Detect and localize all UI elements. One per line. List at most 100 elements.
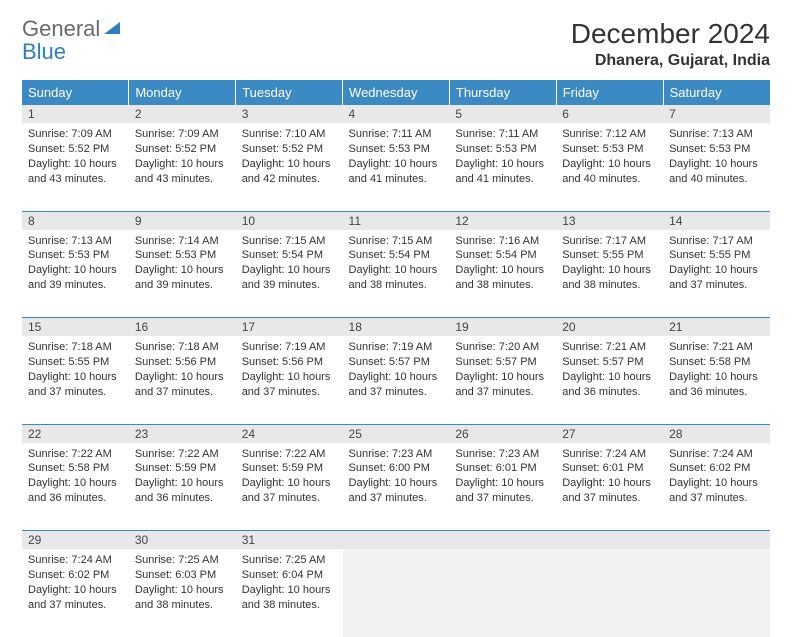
day-cell: Sunrise: 7:25 AMSunset: 6:04 PMDaylight:… xyxy=(236,549,343,637)
sunset-text: Sunset: 5:54 PM xyxy=(349,248,444,263)
daylight-text: Daylight: 10 hours and 38 minutes. xyxy=(349,263,444,293)
day-cell: Sunrise: 7:09 AMSunset: 5:52 PMDaylight:… xyxy=(22,123,129,211)
sunrise-text: Sunrise: 7:13 AM xyxy=(28,234,123,249)
day-cell-content: Sunrise: 7:21 AMSunset: 5:57 PMDaylight:… xyxy=(556,336,663,405)
day-number-cell: 22 xyxy=(22,424,129,443)
sunrise-text: Sunrise: 7:20 AM xyxy=(455,340,550,355)
sunset-text: Sunset: 5:57 PM xyxy=(562,355,657,370)
sunrise-text: Sunrise: 7:23 AM xyxy=(349,447,444,462)
day-header: Sunday xyxy=(22,80,129,105)
daylight-text: Daylight: 10 hours and 36 minutes. xyxy=(135,476,230,506)
day-header: Thursday xyxy=(449,80,556,105)
day-cell: Sunrise: 7:18 AMSunset: 5:55 PMDaylight:… xyxy=(22,336,129,424)
sunset-text: Sunset: 5:58 PM xyxy=(669,355,764,370)
sunrise-text: Sunrise: 7:24 AM xyxy=(28,553,123,568)
day-cell: Sunrise: 7:10 AMSunset: 5:52 PMDaylight:… xyxy=(236,123,343,211)
daylight-text: Daylight: 10 hours and 41 minutes. xyxy=(349,157,444,187)
daylight-text: Daylight: 10 hours and 37 minutes. xyxy=(669,263,764,293)
day-number-row: 22232425262728 xyxy=(22,424,770,443)
day-cell: Sunrise: 7:21 AMSunset: 5:57 PMDaylight:… xyxy=(556,336,663,424)
daylight-text: Daylight: 10 hours and 39 minutes. xyxy=(242,263,337,293)
day-number-cell xyxy=(556,531,663,550)
day-cell: Sunrise: 7:15 AMSunset: 5:54 PMDaylight:… xyxy=(236,230,343,318)
day-cell-content: Sunrise: 7:17 AMSunset: 5:55 PMDaylight:… xyxy=(556,230,663,299)
day-cell-content: Sunrise: 7:20 AMSunset: 5:57 PMDaylight:… xyxy=(449,336,556,405)
sunset-text: Sunset: 5:56 PM xyxy=(242,355,337,370)
day-cell-content: Sunrise: 7:25 AMSunset: 6:03 PMDaylight:… xyxy=(129,549,236,618)
day-cell-content: Sunrise: 7:15 AMSunset: 5:54 PMDaylight:… xyxy=(343,230,450,299)
day-cell-content: Sunrise: 7:09 AMSunset: 5:52 PMDaylight:… xyxy=(129,123,236,192)
day-cell xyxy=(449,549,556,637)
logo-text-general: General xyxy=(22,16,100,41)
day-number-row: 15161718192021 xyxy=(22,318,770,337)
day-number-row: 293031 xyxy=(22,531,770,550)
logo-text-blue: Blue xyxy=(22,39,66,64)
sunset-text: Sunset: 6:01 PM xyxy=(562,461,657,476)
day-number-cell: 31 xyxy=(236,531,343,550)
sunrise-text: Sunrise: 7:24 AM xyxy=(562,447,657,462)
daylight-text: Daylight: 10 hours and 37 minutes. xyxy=(242,370,337,400)
sunset-text: Sunset: 6:02 PM xyxy=(28,568,123,583)
sunrise-text: Sunrise: 7:18 AM xyxy=(135,340,230,355)
sunrise-text: Sunrise: 7:12 AM xyxy=(562,127,657,142)
day-cell xyxy=(556,549,663,637)
day-number-cell: 3 xyxy=(236,105,343,123)
day-number-row: 1234567 xyxy=(22,105,770,123)
day-cell xyxy=(663,549,770,637)
day-number-cell: 30 xyxy=(129,531,236,550)
daylight-text: Daylight: 10 hours and 37 minutes. xyxy=(562,476,657,506)
day-cell-content: Sunrise: 7:14 AMSunset: 5:53 PMDaylight:… xyxy=(129,230,236,299)
day-cell-content: Sunrise: 7:18 AMSunset: 5:55 PMDaylight:… xyxy=(22,336,129,405)
day-cell-content: Sunrise: 7:16 AMSunset: 5:54 PMDaylight:… xyxy=(449,230,556,299)
day-content-row: Sunrise: 7:13 AM Sunset: 5:53 PM Daylight:… xyxy=(22,230,770,318)
sunrise-text: Sunrise: 7:22 AM xyxy=(28,447,123,462)
day-cell: Sunrise: 7:14 AMSunset: 5:53 PMDaylight:… xyxy=(129,230,236,318)
day-content-row: Sunrise: 7:24 AMSunset: 6:02 PM Daylight:… xyxy=(22,549,770,637)
day-cell: Sunrise: 7:13 AMSunset: 5:53 PMDaylight:… xyxy=(663,123,770,211)
sunrise-text: Sunrise: 7:10 AM xyxy=(242,127,337,142)
sunrise-text: Sunrise: 7:14 AM xyxy=(135,234,230,249)
day-header: Friday xyxy=(556,80,663,105)
sunrise-text: Sunrise: 7:15 AM xyxy=(349,234,444,249)
day-cell-content: Sunrise: 7:19 AMSunset: 5:57 PMDaylight:… xyxy=(343,336,450,405)
daylight-text: Daylight: 10 hours and 38 minutes. xyxy=(562,263,657,293)
day-number-cell: 2 xyxy=(129,105,236,123)
sunset-text: Sunset: 5:56 PM xyxy=(135,355,230,370)
day-cell: Sunrise: 7:22 AMSunset: 5:58 PMDaylight:… xyxy=(22,443,129,531)
location: Dhanera, Gujarat, India xyxy=(571,52,770,70)
day-number-cell: 23 xyxy=(129,424,236,443)
sunset-text: Sunset: 5:53 PM xyxy=(135,248,230,263)
day-number-cell: 27 xyxy=(556,424,663,443)
sunrise-text: Sunrise: 7:17 AM xyxy=(669,234,764,249)
day-header: Wednesday xyxy=(343,80,450,105)
day-header: Monday xyxy=(129,80,236,105)
sunrise-text: Sunrise: 7:25 AM xyxy=(242,553,337,568)
sunset-text: Sunset: 5:54 PM xyxy=(455,248,550,263)
sunset-text: Sunset: 5:55 PM xyxy=(28,355,123,370)
sunset-text: Sunset: 5:57 PM xyxy=(455,355,550,370)
sunrise-text: Sunrise: 7:21 AM xyxy=(562,340,657,355)
day-cell-content: Sunrise: 7:13 AMSunset: 5:53 PMDaylight:… xyxy=(22,230,129,299)
day-number-cell: 15 xyxy=(22,318,129,337)
day-cell-content: Sunrise: 7:10 AMSunset: 5:52 PMDaylight:… xyxy=(236,123,343,192)
day-number-cell: 20 xyxy=(556,318,663,337)
day-number-cell: 9 xyxy=(129,211,236,230)
day-cell-content: Sunrise: 7:23 AMSunset: 6:00 PMDaylight:… xyxy=(343,443,450,512)
day-header: Tuesday xyxy=(236,80,343,105)
sunrise-text: Sunrise: 7:09 AM xyxy=(135,127,230,142)
day-cell: Sunrise: 7:17 AMSunset: 5:55 PMDaylight:… xyxy=(663,230,770,318)
day-cell-content: Sunrise: 7:22 AMSunset: 5:58 PMDaylight:… xyxy=(22,443,129,512)
day-cell-content: Sunrise: 7:09 AMSunset: 5:52 PMDaylight:… xyxy=(22,123,129,192)
sunset-text: Sunset: 5:52 PM xyxy=(28,142,123,157)
daylight-text: Daylight: 10 hours and 38 minutes. xyxy=(242,583,337,613)
day-number-cell: 16 xyxy=(129,318,236,337)
sunset-text: Sunset: 5:54 PM xyxy=(242,248,337,263)
sunset-text: Sunset: 5:55 PM xyxy=(562,248,657,263)
day-number-cell: 1 xyxy=(22,105,129,123)
day-number-cell: 26 xyxy=(449,424,556,443)
day-number-cell xyxy=(343,531,450,550)
sunrise-text: Sunrise: 7:11 AM xyxy=(455,127,550,142)
day-number-cell: 14 xyxy=(663,211,770,230)
sunset-text: Sunset: 5:59 PM xyxy=(135,461,230,476)
day-cell: Sunrise: 7:22 AMSunset: 5:59 PMDaylight:… xyxy=(129,443,236,531)
